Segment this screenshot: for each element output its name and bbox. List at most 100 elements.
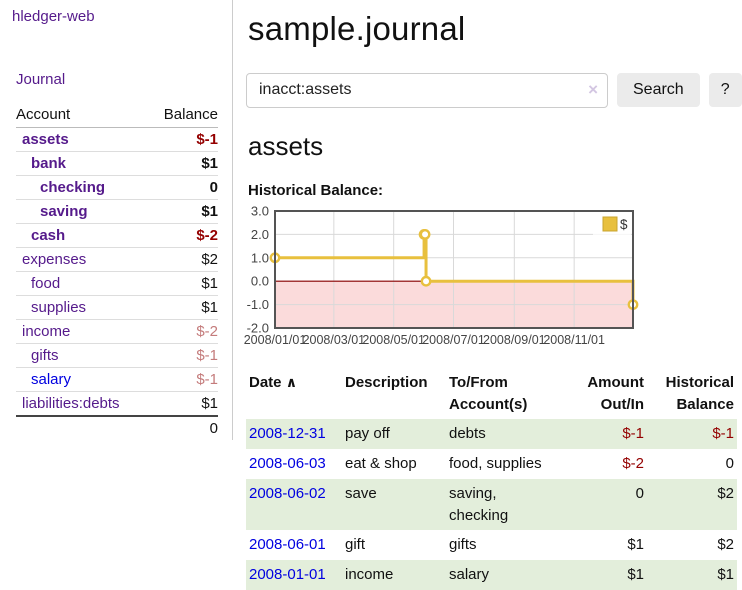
y-tick-label: 1.0	[251, 250, 269, 265]
transaction-accounts: debts	[449, 425, 486, 443]
account-balance: $-1	[148, 367, 218, 392]
y-tick-label: 3.0	[251, 203, 269, 218]
transaction-balance: 0	[725, 455, 734, 473]
account-balance: $1	[148, 391, 218, 417]
register-header-row: Date ∧ Description To/From Account(s) Am…	[246, 370, 737, 420]
transaction-date-link[interactable]: 2008-06-01	[249, 536, 326, 554]
transaction-date-link[interactable]: 2008-01-01	[249, 566, 326, 584]
account-balance: $-2	[148, 319, 218, 344]
transaction-accounts: salary	[449, 566, 490, 584]
transaction-date-link[interactable]: 2008-06-03	[249, 455, 326, 473]
account-link[interactable]: assets	[22, 131, 69, 148]
transaction-accounts: gifts	[449, 536, 477, 554]
account-balance: $1	[148, 295, 218, 320]
transaction-accounts: saving, checking	[449, 484, 509, 524]
register-row[interactable]: 2008-12-31 pay off debts $-1 $-1	[246, 419, 737, 450]
transaction-accounts: food, supplies	[449, 455, 542, 473]
x-tick-label: 2008/03/01	[303, 333, 366, 347]
account-row: income $-2	[16, 319, 218, 344]
register-row[interactable]: 2008-06-02 save saving, checking 0 $2	[246, 478, 737, 531]
accounts-column-header: Account	[16, 103, 149, 128]
search-input[interactable]	[246, 72, 608, 108]
sidebar-item-journal[interactable]: Journal	[16, 71, 66, 88]
clear-search-icon[interactable]: ×	[588, 79, 598, 99]
account-link[interactable]: salary	[31, 371, 72, 388]
transaction-balance: $-1	[712, 425, 734, 443]
transaction-description: pay off	[345, 425, 390, 443]
transaction-balance: $1	[717, 566, 734, 584]
transaction-description: income	[345, 566, 394, 584]
x-tick-label: 2008/07/01	[422, 333, 485, 347]
account-balance: $1	[148, 151, 218, 176]
account-row: supplies $1	[16, 295, 218, 320]
historical-balance-chart: -2.0 -1.0 0.0 1.0 2.0 3.0 2008/01/012008/03/01…	[244, 203, 639, 347]
sidebar: hledger-web Journal Account Balance asse…	[0, 0, 233, 440]
legend-swatch	[602, 216, 618, 232]
search-input-wrap: ×	[246, 72, 608, 108]
account-row: gifts $-1	[16, 343, 218, 368]
account-link[interactable]: liabilities:debts	[22, 395, 120, 412]
account-row: salary $-1	[16, 367, 218, 392]
account-link[interactable]: cash	[31, 227, 66, 244]
account-balance: $-2	[148, 223, 218, 248]
account-balance: $1	[148, 199, 218, 224]
transaction-amount: $-2	[622, 455, 644, 473]
y-tick-label: 2.0	[251, 227, 269, 242]
help-button[interactable]: ?	[708, 73, 742, 108]
transaction-amount: $1	[627, 566, 644, 584]
transaction-description: save	[345, 484, 377, 502]
main-content: sample.journal × Search ? assets Histori…	[244, 0, 742, 590]
app-brand-link[interactable]: hledger-web	[12, 8, 95, 25]
account-row: assets $-1	[16, 127, 218, 152]
description-column-header: Description	[345, 373, 428, 391]
account-row: food $1	[16, 271, 218, 296]
transaction-balance: $2	[717, 536, 734, 554]
date-column-header[interactable]: Date ∧	[249, 373, 298, 391]
sort-asc-icon: ∧	[285, 373, 298, 390]
y-tick-label: 0.0	[251, 274, 269, 289]
account-link[interactable]: income	[22, 323, 71, 340]
accounts-total-row: 0	[16, 415, 218, 440]
chart-label: Historical Balance:	[248, 181, 384, 199]
accounts-table: Account Balance assets $-1 bank $1 checking 0…	[16, 103, 218, 440]
account-link[interactable]: saving	[40, 203, 88, 220]
transaction-description: gift	[345, 536, 366, 554]
accounts-column-header-reg: To/From Account(s)	[449, 373, 528, 413]
account-row: checking 0	[16, 175, 218, 200]
account-row: saving $1	[16, 199, 218, 224]
transaction-description: eat & shop	[345, 455, 417, 473]
account-balance: $2	[148, 247, 218, 272]
page-title: sample.journal	[248, 10, 466, 47]
account-link[interactable]: bank	[31, 155, 67, 172]
account-link[interactable]: checking	[40, 179, 106, 196]
account-balance: $-1	[148, 343, 218, 368]
x-tick-label: 2008/01/01	[244, 333, 307, 347]
register-row[interactable]: 2008-01-01 income salary $1 $1	[246, 560, 737, 590]
account-balance: $-1	[148, 127, 218, 152]
x-tick-label: 2008/09/01	[483, 333, 546, 347]
search-button[interactable]: Search	[617, 73, 700, 108]
chart-frame	[274, 209, 634, 329]
balance-column-header-reg: Historical Balance	[665, 373, 734, 413]
legend-label: $	[620, 217, 628, 232]
register-table: Date ∧ Description To/From Account(s) Am…	[246, 370, 737, 590]
transaction-amount: $-1	[622, 425, 644, 443]
transaction-date-link[interactable]: 2008-06-02	[249, 484, 326, 502]
account-link[interactable]: gifts	[31, 347, 59, 364]
account-row: expenses $2	[16, 247, 218, 272]
account-link[interactable]: food	[31, 275, 61, 292]
register-row[interactable]: 2008-06-03 eat & shop food, supplies $-2 0	[246, 449, 737, 479]
account-balance: $1	[148, 271, 218, 296]
data-point-marker	[419, 228, 431, 240]
register-row[interactable]: 2008-06-01 gift gifts $1 $2	[246, 530, 737, 560]
y-tick-label: -2.0	[247, 320, 269, 335]
accounts-total-balance: 0	[148, 415, 218, 440]
transaction-balance: $2	[717, 484, 734, 502]
account-link[interactable]: expenses	[22, 251, 87, 268]
account-row: cash $-2	[16, 223, 218, 248]
account-link[interactable]: supplies	[31, 299, 87, 316]
transaction-date-link[interactable]: 2008-12-31	[249, 425, 326, 443]
account-row: bank $1	[16, 151, 218, 176]
amount-column-header: Amount Out/In	[587, 373, 644, 413]
transaction-amount: $1	[627, 536, 644, 554]
